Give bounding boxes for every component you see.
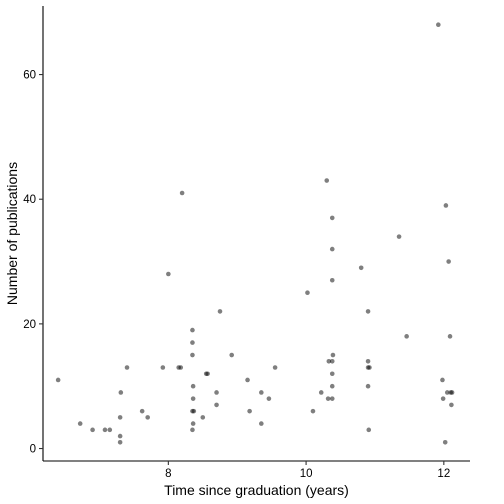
data-point	[190, 340, 195, 345]
data-point	[449, 402, 454, 408]
data-point	[190, 352, 195, 358]
x-axis-ticks: 8 10 12	[165, 461, 450, 480]
data-point	[310, 408, 316, 414]
data-point	[190, 421, 196, 426]
x-tick-label: 10	[300, 468, 313, 480]
data-point	[102, 427, 108, 433]
data-point	[444, 390, 450, 395]
data-point	[214, 390, 219, 395]
data-point	[190, 383, 196, 389]
data-point	[229, 352, 235, 358]
data-point	[118, 390, 124, 395]
x-tick-label: 12	[437, 468, 450, 480]
data-point	[329, 246, 335, 252]
data-point	[366, 427, 372, 433]
data-point	[440, 396, 446, 401]
data-point	[179, 190, 185, 196]
data-point	[324, 178, 330, 183]
y-axis-ticks: 0 20 40 60	[23, 70, 43, 456]
data-point	[329, 371, 335, 377]
data-point	[305, 290, 310, 296]
data-point	[190, 427, 195, 433]
data-point	[117, 415, 123, 420]
data-point	[440, 377, 445, 383]
data-point	[442, 440, 448, 445]
data-point	[365, 309, 371, 314]
data-point	[166, 271, 171, 277]
data-point	[247, 408, 252, 414]
x-axis-title: Time since graduation (years)	[164, 482, 349, 498]
data-point	[329, 358, 335, 364]
x-tick-label: 8	[165, 468, 171, 480]
data-point	[396, 234, 402, 239]
data-point	[447, 334, 453, 339]
data-point	[449, 390, 455, 395]
data-point	[139, 408, 145, 414]
data-point	[77, 421, 83, 426]
data-point	[325, 396, 331, 401]
data-point	[107, 427, 113, 433]
data-point	[191, 408, 197, 414]
data-point	[365, 358, 371, 364]
data-point	[259, 390, 264, 395]
data-point	[358, 265, 364, 271]
data-point	[443, 203, 449, 208]
y-axis-title: Number of publications	[4, 162, 20, 305]
data-point	[245, 377, 250, 383]
y-tick-label: 40	[23, 194, 36, 206]
data-point	[160, 365, 166, 370]
data-point	[266, 396, 272, 401]
data-point	[436, 22, 441, 28]
data-point	[55, 377, 61, 383]
data-point	[272, 365, 278, 370]
data-point	[90, 427, 95, 433]
data-point	[200, 415, 206, 420]
data-point	[326, 358, 332, 364]
data-point	[365, 383, 371, 389]
data-point	[124, 365, 130, 370]
data-point	[190, 396, 196, 401]
data-point	[190, 327, 195, 333]
data-point	[329, 396, 335, 401]
data-point	[205, 371, 210, 377]
y-tick-label: 0	[30, 444, 36, 456]
data-point	[259, 421, 264, 426]
data-point	[329, 277, 335, 283]
data-point	[329, 215, 335, 221]
data-point	[446, 259, 451, 264]
data-point	[330, 352, 336, 358]
data-point	[404, 334, 409, 339]
data-point	[329, 383, 335, 389]
data-point	[214, 402, 219, 408]
data-point	[145, 415, 150, 420]
data-point	[117, 440, 123, 445]
points-layer	[55, 22, 455, 445]
data-point	[178, 365, 184, 370]
y-tick-label: 60	[23, 70, 36, 82]
data-point	[318, 390, 324, 395]
data-point	[217, 309, 223, 314]
y-tick-label: 20	[23, 319, 36, 331]
data-point	[117, 433, 123, 439]
data-point	[367, 365, 372, 370]
